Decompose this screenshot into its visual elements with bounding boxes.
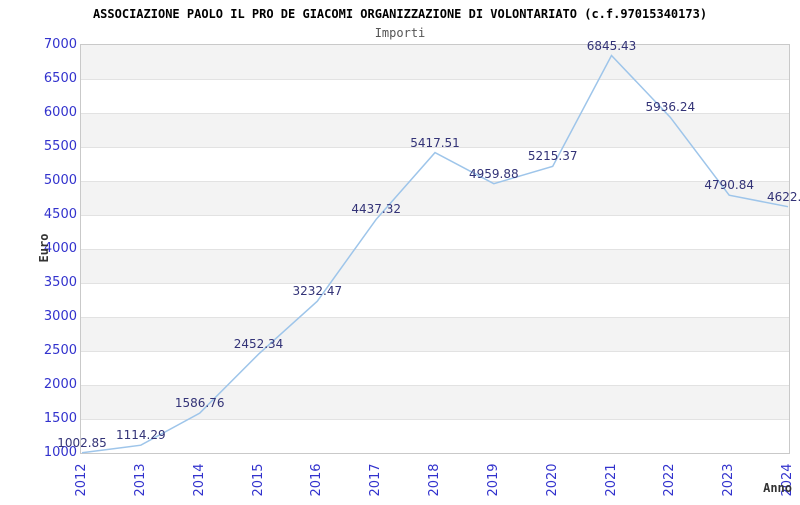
x-tick-label: 2016	[309, 463, 325, 497]
x-tick-label: 2017	[368, 463, 384, 497]
y-tick-label: 2500	[43, 343, 77, 358]
data-point-label: 1114.29	[116, 428, 166, 443]
data-point-label: 2452.34	[233, 337, 284, 352]
x-tick-label: 2019	[485, 463, 501, 497]
x-tick-label: 2020	[544, 463, 560, 497]
chart-subtitle: Importi	[374, 26, 426, 40]
plot-band-gray	[81, 249, 789, 283]
x-tick-label: 2012	[74, 463, 89, 497]
plot-band-gray	[81, 45, 789, 79]
data-point-label: 4437.32	[351, 202, 401, 217]
y-tick-label: 4000	[43, 241, 77, 256]
plot-band-white	[81, 351, 789, 385]
x-tick-label: 2021	[603, 463, 619, 497]
data-point-label: 5215.37	[527, 149, 578, 164]
plot-band-gray	[81, 317, 789, 351]
chart-title: ASSOCIAZIONE PAOLO IL PRO DE GIACOMI ORG…	[92, 7, 708, 21]
plot-band-white	[81, 283, 789, 317]
data-point-label: 6845.43	[586, 38, 637, 53]
data-point-label: 1002.85	[57, 435, 107, 450]
data-point-label: 4959.88	[469, 166, 519, 181]
data-point-label: 3232.47	[292, 284, 343, 299]
plot-band-white	[81, 215, 789, 249]
y-tick-label: 3500	[43, 275, 77, 290]
y-tick-label: 3000	[43, 309, 77, 324]
y-tick-label: 1500	[43, 411, 77, 426]
y-tick-label: 1000	[43, 445, 77, 460]
x-axis-title: Anno	[763, 481, 792, 495]
y-tick-label: 5000	[43, 173, 77, 188]
x-tick-label: 2013	[132, 463, 148, 497]
x-tick-label: 2022	[662, 463, 678, 497]
data-point-label: 4790.84	[704, 178, 754, 193]
y-tick-label: 5500	[43, 139, 77, 154]
y-tick-label: 4500	[43, 207, 77, 222]
data-point-label: 1586.76	[174, 396, 225, 411]
x-tick-label: 2015	[250, 463, 266, 497]
data-point-label: 5417.51	[410, 135, 460, 150]
y-tick-label: 2000	[43, 377, 77, 392]
x-tick-label: 2018	[427, 463, 442, 497]
y-tick-label: 6000	[43, 105, 77, 120]
x-tick-label: 2024	[780, 463, 795, 497]
y-tick-label: 6500	[43, 71, 77, 86]
data-point-label: 4622.1	[767, 189, 800, 204]
data-point-label: 5936.24	[645, 100, 696, 115]
x-tick-label: 2014	[191, 463, 207, 497]
y-axis-title: Euro	[37, 233, 51, 263]
x-tick-label: 2023	[721, 463, 737, 497]
y-tick-label: 7000	[43, 37, 77, 52]
